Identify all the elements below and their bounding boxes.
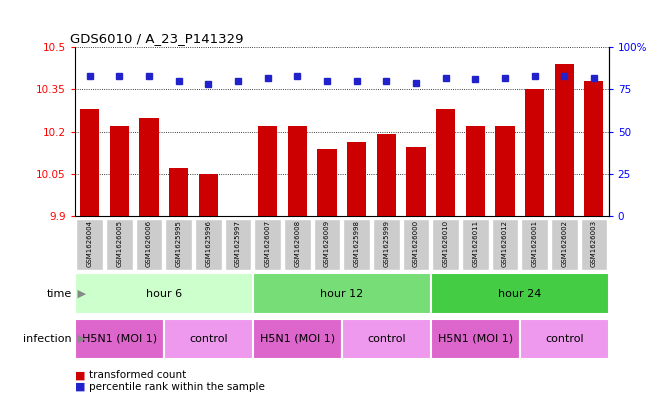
Bar [258, 126, 277, 216]
FancyBboxPatch shape [492, 219, 518, 270]
Text: hour 12: hour 12 [320, 289, 363, 299]
FancyBboxPatch shape [284, 219, 311, 270]
Text: GSM1626003: GSM1626003 [591, 220, 597, 267]
FancyBboxPatch shape [402, 219, 429, 270]
Text: GSM1625999: GSM1625999 [383, 220, 389, 267]
FancyBboxPatch shape [431, 319, 519, 359]
Text: ▶: ▶ [74, 334, 85, 344]
FancyBboxPatch shape [342, 319, 431, 359]
Bar [377, 134, 396, 216]
FancyBboxPatch shape [519, 319, 609, 359]
Text: ■: ■ [75, 370, 89, 380]
Text: hour 24: hour 24 [498, 289, 542, 299]
Text: control: control [189, 334, 228, 344]
Text: GSM1626006: GSM1626006 [146, 220, 152, 267]
Bar [495, 126, 514, 216]
Bar [465, 126, 485, 216]
Bar [288, 126, 307, 216]
FancyBboxPatch shape [462, 219, 488, 270]
Bar [139, 118, 159, 216]
Text: GSM1626007: GSM1626007 [265, 220, 271, 267]
Text: GSM1625997: GSM1625997 [235, 220, 241, 267]
FancyBboxPatch shape [165, 219, 192, 270]
FancyBboxPatch shape [164, 319, 253, 359]
Bar [199, 174, 218, 216]
FancyBboxPatch shape [195, 219, 221, 270]
Text: GSM1625998: GSM1625998 [353, 220, 359, 267]
Text: hour 6: hour 6 [146, 289, 182, 299]
FancyBboxPatch shape [225, 219, 251, 270]
Bar [317, 149, 337, 216]
Text: control: control [545, 334, 583, 344]
FancyBboxPatch shape [253, 274, 431, 314]
Text: GSM1625995: GSM1625995 [176, 220, 182, 267]
Text: GDS6010 / A_23_P141329: GDS6010 / A_23_P141329 [70, 31, 243, 44]
FancyBboxPatch shape [255, 219, 281, 270]
Bar [436, 109, 455, 216]
Text: GSM1626005: GSM1626005 [117, 220, 122, 267]
Bar [584, 81, 603, 216]
FancyBboxPatch shape [135, 219, 162, 270]
Text: GSM1625996: GSM1625996 [205, 220, 212, 267]
Text: ■: ■ [75, 382, 89, 392]
Text: time: time [46, 289, 72, 299]
Bar [169, 168, 188, 216]
FancyBboxPatch shape [314, 219, 340, 270]
Text: GSM1626012: GSM1626012 [502, 220, 508, 267]
Text: infection: infection [23, 334, 72, 344]
Bar [525, 90, 544, 216]
FancyBboxPatch shape [253, 319, 342, 359]
Text: GSM1626001: GSM1626001 [532, 220, 538, 267]
FancyBboxPatch shape [521, 219, 548, 270]
Bar [347, 141, 367, 216]
FancyBboxPatch shape [373, 219, 400, 270]
Text: GSM1626009: GSM1626009 [324, 220, 330, 267]
FancyBboxPatch shape [76, 219, 103, 270]
Text: GSM1626011: GSM1626011 [472, 220, 478, 267]
FancyBboxPatch shape [75, 319, 164, 359]
Bar [110, 126, 129, 216]
FancyBboxPatch shape [432, 219, 459, 270]
Text: GSM1626004: GSM1626004 [87, 220, 92, 267]
FancyBboxPatch shape [343, 219, 370, 270]
Text: GSM1626010: GSM1626010 [443, 220, 449, 267]
Text: transformed count: transformed count [89, 370, 186, 380]
Text: percentile rank within the sample: percentile rank within the sample [89, 382, 265, 392]
FancyBboxPatch shape [431, 274, 609, 314]
Text: ▶: ▶ [74, 289, 85, 299]
FancyBboxPatch shape [551, 219, 577, 270]
Text: H5N1 (MOI 1): H5N1 (MOI 1) [437, 334, 513, 344]
Text: H5N1 (MOI 1): H5N1 (MOI 1) [260, 334, 335, 344]
Bar [555, 64, 574, 216]
Text: GSM1626000: GSM1626000 [413, 220, 419, 267]
Bar [80, 109, 100, 216]
Text: H5N1 (MOI 1): H5N1 (MOI 1) [82, 334, 157, 344]
Text: GSM1626002: GSM1626002 [561, 220, 567, 267]
Text: control: control [367, 334, 406, 344]
FancyBboxPatch shape [106, 219, 133, 270]
FancyBboxPatch shape [581, 219, 607, 270]
FancyBboxPatch shape [75, 274, 253, 314]
Text: GSM1626008: GSM1626008 [294, 220, 300, 267]
Bar [406, 147, 426, 216]
